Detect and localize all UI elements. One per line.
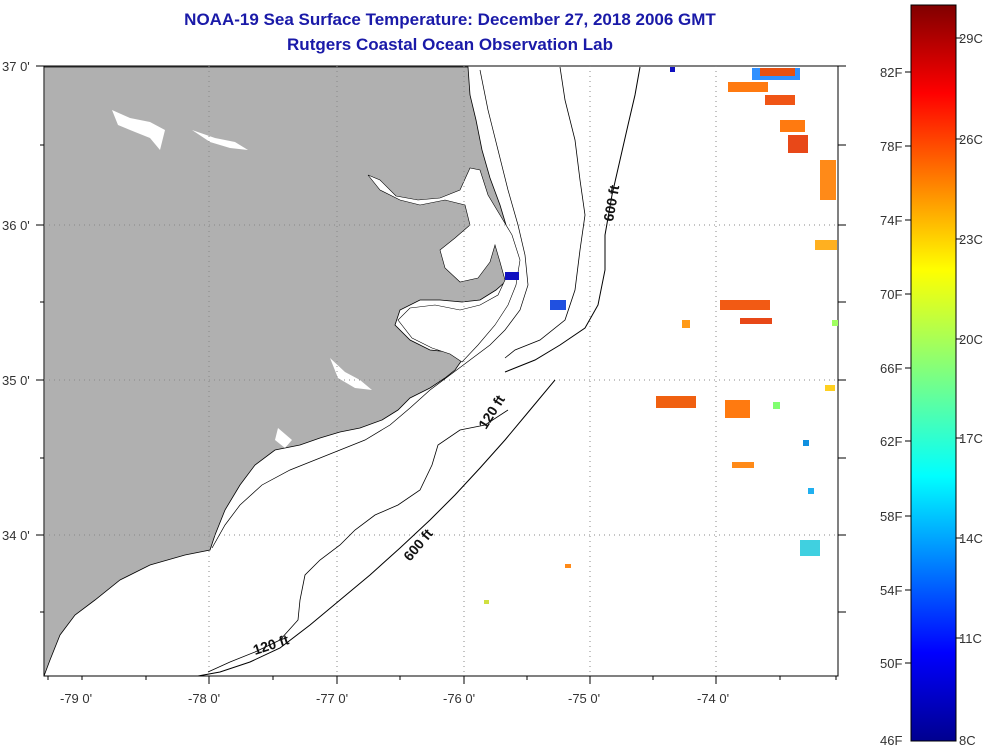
cb-c-14: 14C [959, 531, 983, 546]
graticule [44, 66, 838, 676]
sst-pixel [788, 135, 808, 153]
axis-ticks [36, 65, 846, 684]
sst-pixel [740, 318, 772, 324]
cb-f-82: 82F [880, 65, 902, 80]
cb-f-74: 74F [880, 213, 902, 228]
sst-pixel [720, 300, 770, 310]
sst-pixel [682, 320, 690, 328]
sst-pixel [725, 400, 750, 418]
lat-label-37: 37 0' [2, 59, 30, 74]
cb-c-8: 8C [959, 733, 976, 748]
river-inlet [330, 358, 372, 390]
sst-pixel [808, 488, 814, 494]
contour-120ft [207, 66, 586, 673]
cb-c-11: 11C [959, 631, 982, 646]
lon-label-78: -78 0' [188, 691, 220, 706]
outer-banks [211, 69, 529, 549]
contour-600ft [197, 66, 641, 677]
sst-pixel [732, 462, 754, 468]
cb-f-70: 70F [880, 287, 902, 302]
sst-pixel [780, 120, 805, 132]
cb-f-62: 62F [880, 434, 902, 449]
cb-c-26: 26C [959, 132, 983, 147]
sst-pixel [670, 67, 675, 72]
sst-pixel [760, 68, 795, 76]
sst-pixel [484, 600, 489, 604]
river-mouth [275, 428, 292, 448]
cb-c-29: 29C [959, 31, 983, 46]
cb-c-23: 23C [959, 232, 983, 247]
sst-pixel [728, 82, 768, 92]
map-subtitle: Rutgers Coastal Ocean Observation Lab [287, 35, 613, 54]
lat-label-36: 36 0' [2, 218, 30, 233]
cb-f-58: 58F [880, 509, 902, 524]
pamlico-sound [367, 167, 521, 363]
inland-lake [112, 110, 165, 150]
sst-pixel [825, 385, 835, 391]
cb-f-66: 66F [880, 361, 902, 376]
sst-pixel [773, 402, 780, 409]
lon-label-75: -75 0' [568, 691, 600, 706]
colorbar-ticks [905, 37, 962, 664]
map-title: NOAA-19 Sea Surface Temperature: Decembe… [184, 10, 716, 29]
cb-f-50: 50F [880, 656, 902, 671]
sst-pixel [656, 396, 696, 408]
lon-label-74: -74 0' [697, 691, 729, 706]
cb-c-17: 17C [959, 431, 983, 446]
sst-pixel [505, 272, 519, 280]
sst-pixel [803, 440, 809, 446]
lat-label-34: 34 0' [2, 528, 30, 543]
sst-patches [484, 67, 838, 604]
cb-f-54: 54F [880, 583, 902, 598]
sst-pixel [765, 95, 795, 105]
inland-river [192, 130, 248, 150]
lon-label-79: -79 0' [60, 691, 92, 706]
colorbar [910, 4, 957, 742]
cb-c-20: 20C [959, 332, 983, 347]
sst-pixel [565, 564, 571, 568]
lon-label-77: -77 0' [316, 691, 348, 706]
sst-pixel [820, 160, 836, 200]
sst-pixel [832, 320, 838, 326]
contour-label-600ft-north: 600 ft [600, 183, 622, 222]
sst-pixel [550, 300, 566, 310]
cb-f-78: 78F [880, 139, 902, 154]
lon-label-76: -76 0' [443, 691, 475, 706]
lat-label-35: 35 0' [2, 373, 30, 388]
sst-pixel [815, 240, 837, 250]
cb-f-46: 46F [880, 733, 902, 748]
sst-pixel [800, 540, 820, 556]
